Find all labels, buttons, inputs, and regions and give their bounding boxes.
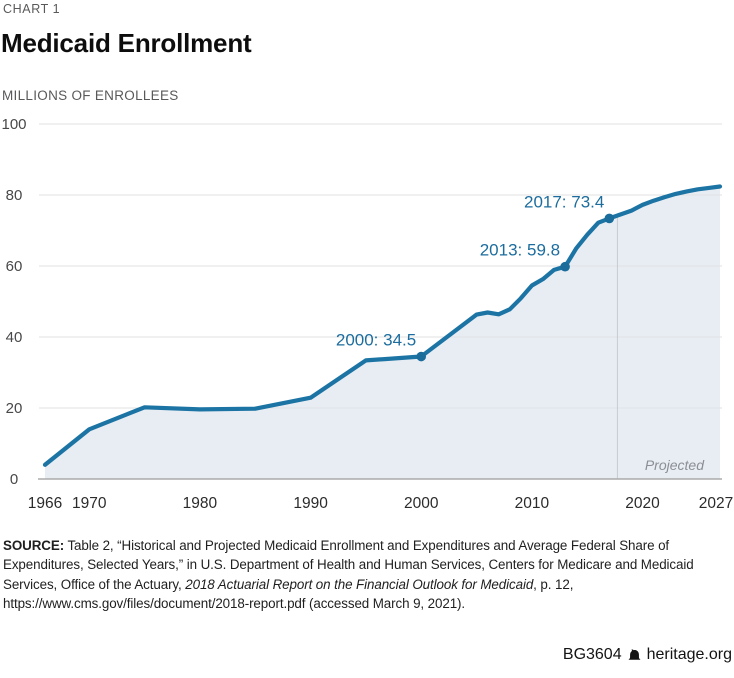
annotation-label-2017: 2017: 73.4: [524, 192, 604, 211]
document-id: BG3604: [562, 646, 622, 663]
heritage-bell-icon: [628, 649, 640, 660]
data-point-dot-2013: [560, 261, 570, 272]
data-point-dot-2017: [604, 213, 615, 224]
y-tick-label-60: 60: [6, 258, 23, 275]
source-note: SOURCE: Table 2, “Historical and Project…: [3, 536, 732, 613]
projected-label: Projected: [645, 457, 705, 473]
y-tick-label-20: 20: [6, 400, 23, 417]
data-point-dot-2000: [416, 351, 427, 362]
x-tick-label-2020: 2020: [625, 495, 660, 512]
area-fill: [45, 186, 720, 479]
source-report-title: 2018 Actuarial Report on the Financial O…: [185, 576, 534, 592]
x-tick-label-1980: 1980: [183, 495, 218, 512]
y-tick-label-40: 40: [6, 329, 23, 346]
x-tick-label-2010: 2010: [515, 495, 550, 512]
x-tick-label-1970: 1970: [72, 495, 107, 512]
y-tick-label-0: 0: [10, 471, 18, 488]
enrollment-trend-line: [42, 184, 723, 467]
y-axis-unit-label: MILLIONS OF ENROLLEES: [2, 88, 179, 103]
y-tick-label-100: 100: [1, 116, 26, 133]
y-tick-label-80: 80: [6, 187, 23, 204]
footer: BG3604 heritage.org: [563, 646, 732, 664]
site-link[interactable]: heritage.org: [646, 646, 732, 663]
annotation-label-2000: 2000: 34.5: [336, 331, 416, 350]
chart-kicker: CHART 1: [3, 2, 61, 16]
source-text-tail: , p. 12, https://www.cms.gov/files/docum…: [3, 576, 574, 611]
x-tick-label-2000: 2000: [404, 495, 439, 512]
x-tick-label-2027: 2027: [699, 495, 733, 512]
annotation-label-2013: 2013: 59.8: [480, 241, 560, 260]
x-tick-label-1966: 1966: [28, 495, 62, 512]
source-text: Table 2, “Historical and Projected Medic…: [3, 538, 694, 592]
page-title: Medicaid Enrollment: [1, 28, 252, 58]
source-label: SOURCE:: [3, 538, 65, 553]
x-tick-label-1990: 1990: [293, 495, 328, 512]
